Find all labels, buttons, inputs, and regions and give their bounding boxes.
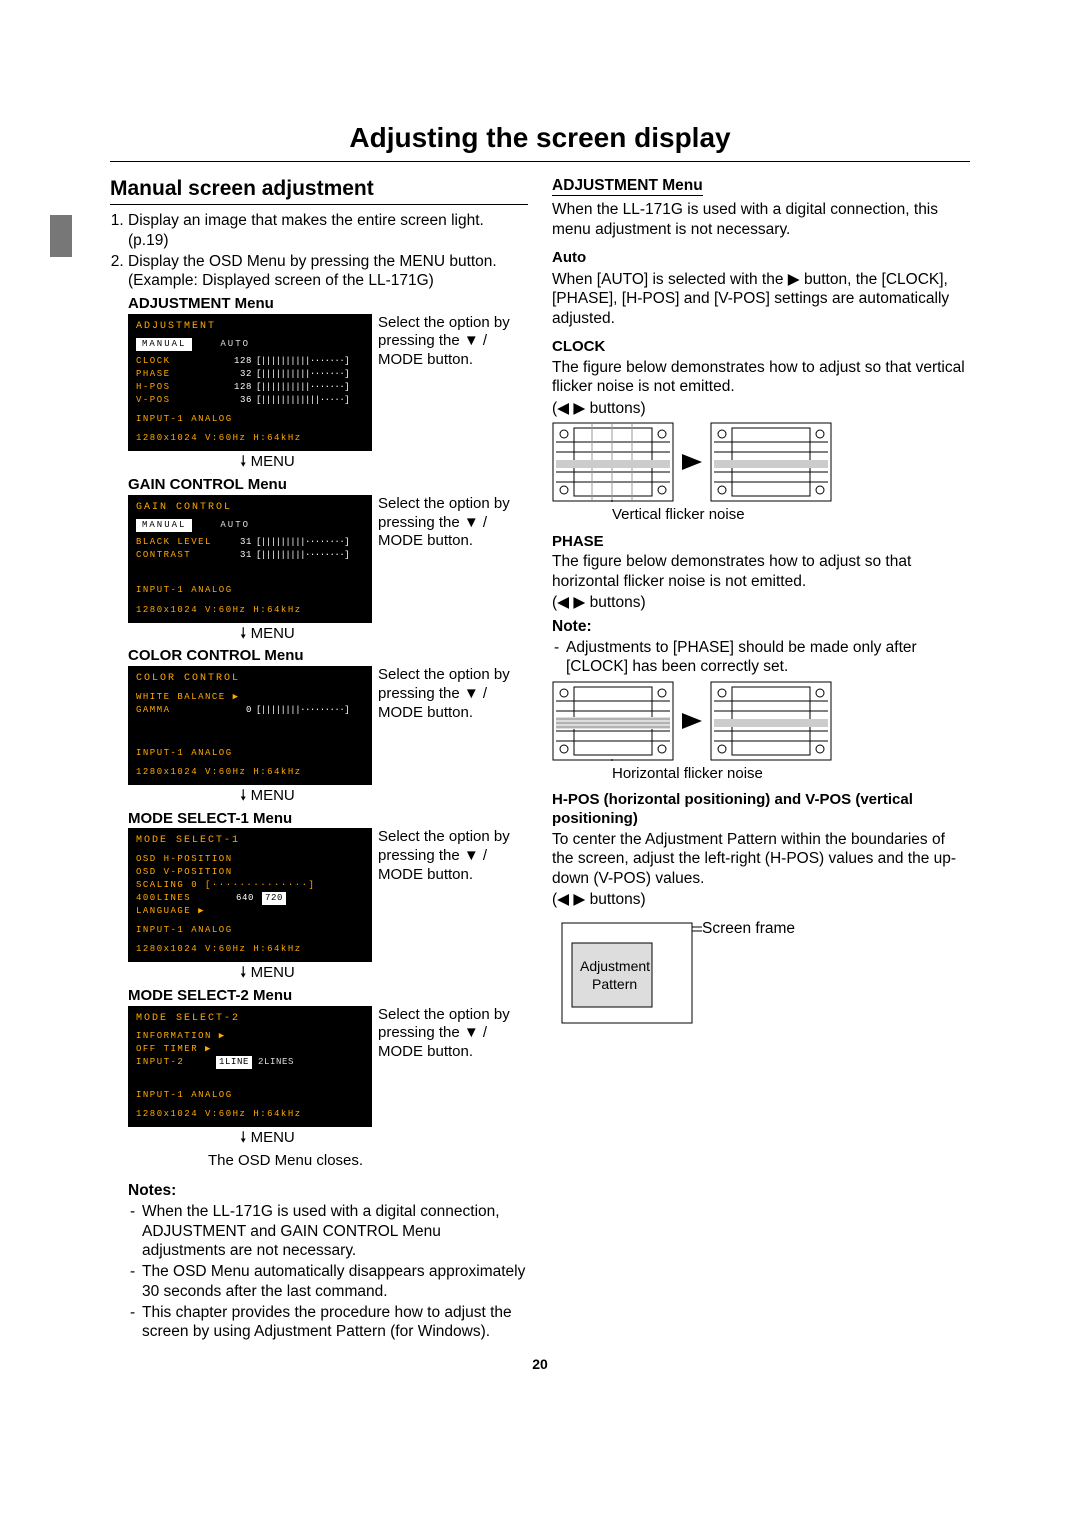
auto-para: When [AUTO] is selected with the ▶ butto…: [552, 270, 970, 328]
phase-heading: PHASE: [552, 533, 970, 552]
color-menu-label: COLOR CONTROL Menu: [128, 647, 528, 666]
menu-nav-1: 🠗 MENU: [240, 453, 528, 472]
frame-icon: Adjustment Pattern: [552, 913, 702, 1033]
page-title: Adjusting the screen display: [110, 120, 970, 155]
phase-buttons-label: (◀ ▶ buttons): [552, 593, 970, 612]
hpos-para: To center the Adjustment Pattern within …: [552, 830, 970, 888]
osd-color: COLOR CONTROL WHITE BALANCE ▶ GAMMA0[|||…: [128, 666, 372, 785]
clock-before-icon: [552, 422, 674, 502]
notes-list: When the LL-171G is used with a digital …: [128, 1202, 528, 1342]
clock-buttons-label: (◀ ▶ buttons): [552, 399, 970, 418]
clock-after-icon: [710, 422, 832, 502]
mode1-menu-label: MODE SELECT-1 Menu: [128, 810, 528, 829]
right-adjustment-heading: ADJUSTMENT Menu: [552, 176, 703, 196]
horizontal-flicker-caption: Horizontal flicker noise: [612, 765, 970, 784]
phase-diagram: [552, 681, 970, 761]
phase-para: The figure below demonstrates how to adj…: [552, 552, 970, 591]
auto-heading: Auto: [552, 249, 970, 268]
phase-before-icon: [552, 681, 674, 761]
osd-mode1: MODE SELECT-1 OSD H-POSITION OSD V-POSIT…: [128, 828, 372, 962]
note-item: This chapter provides the procedure how …: [142, 1303, 528, 1342]
svg-text:Adjustment: Adjustment: [580, 958, 650, 974]
color-desc: Select the option by pressing the ▼ / MO…: [378, 666, 528, 722]
svg-text:Pattern: Pattern: [592, 976, 637, 992]
hpos-buttons-label: (◀ ▶ buttons): [552, 890, 970, 909]
screen-frame-label: Screen frame: [702, 919, 795, 938]
step-1: Display an image that makes the entire s…: [128, 211, 528, 250]
section-manual-heading: Manual screen adjustment: [110, 176, 528, 205]
gain-menu-label: GAIN CONTROL Menu: [128, 476, 528, 495]
arrow-right-icon: [680, 709, 704, 733]
clock-para: The figure below demonstrates how to adj…: [552, 358, 970, 397]
osd-closes: The OSD Menu closes.: [208, 1152, 528, 1171]
section-tab: [50, 215, 72, 257]
note-item: The OSD Menu automatically disappears ap…: [142, 1262, 528, 1301]
note-item: When the LL-171G is used with a digital …: [142, 1202, 528, 1260]
mode2-desc: Select the option by pressing the ▼ / MO…: [378, 1006, 528, 1062]
gain-desc: Select the option by pressing the ▼ / MO…: [378, 495, 528, 551]
menu-nav-3: 🠗 MENU: [240, 787, 528, 806]
phase-after-icon: [710, 681, 832, 761]
clock-heading: CLOCK: [552, 338, 970, 357]
menu-nav-5: 🠗 MENU: [240, 1129, 528, 1148]
step-2: Display the OSD Menu by pressing the MEN…: [128, 252, 528, 291]
page-number: 20: [110, 1356, 970, 1374]
right-adjustment-para: When the LL-171G is used with a digital …: [552, 200, 970, 239]
adjustment-menu-label: ADJUSTMENT Menu: [128, 295, 528, 314]
vertical-flicker-caption: Vertical flicker noise: [612, 506, 970, 525]
mode1-desc: Select the option by pressing the ▼ / MO…: [378, 828, 528, 884]
screen-frame-diagram: Adjustment Pattern Screen frame: [552, 913, 970, 1033]
hpos-heading: H-POS (horizontal positioning) and V-POS…: [552, 791, 970, 829]
title-divider: [110, 161, 970, 162]
mode2-menu-label: MODE SELECT-2 Menu: [128, 987, 528, 1006]
phase-note: Adjustments to [PHASE] should be made on…: [566, 638, 970, 677]
osd-mode2: MODE SELECT-2 INFORMATION ▶ OFF TIMER ▶ …: [128, 1006, 372, 1128]
arrow-right-icon: [680, 450, 704, 474]
clock-diagram: [552, 422, 970, 502]
menu-nav-2: 🠗 MENU: [240, 625, 528, 644]
notes-header: Notes:: [128, 1181, 528, 1200]
osd-gain: GAIN CONTROL MANUAL AUTO BLACK LEVEL31[|…: [128, 495, 372, 623]
adjustment-desc: Select the option by pressing the ▼ / MO…: [378, 314, 528, 370]
phase-note-label: Note:: [552, 618, 592, 635]
osd-adjustment: ADJUSTMENT MANUAL AUTO CLOCK128[||||||||…: [128, 314, 372, 452]
steps-list: Display an image that makes the entire s…: [110, 211, 528, 291]
menu-nav-4: 🠗 MENU: [240, 964, 528, 983]
